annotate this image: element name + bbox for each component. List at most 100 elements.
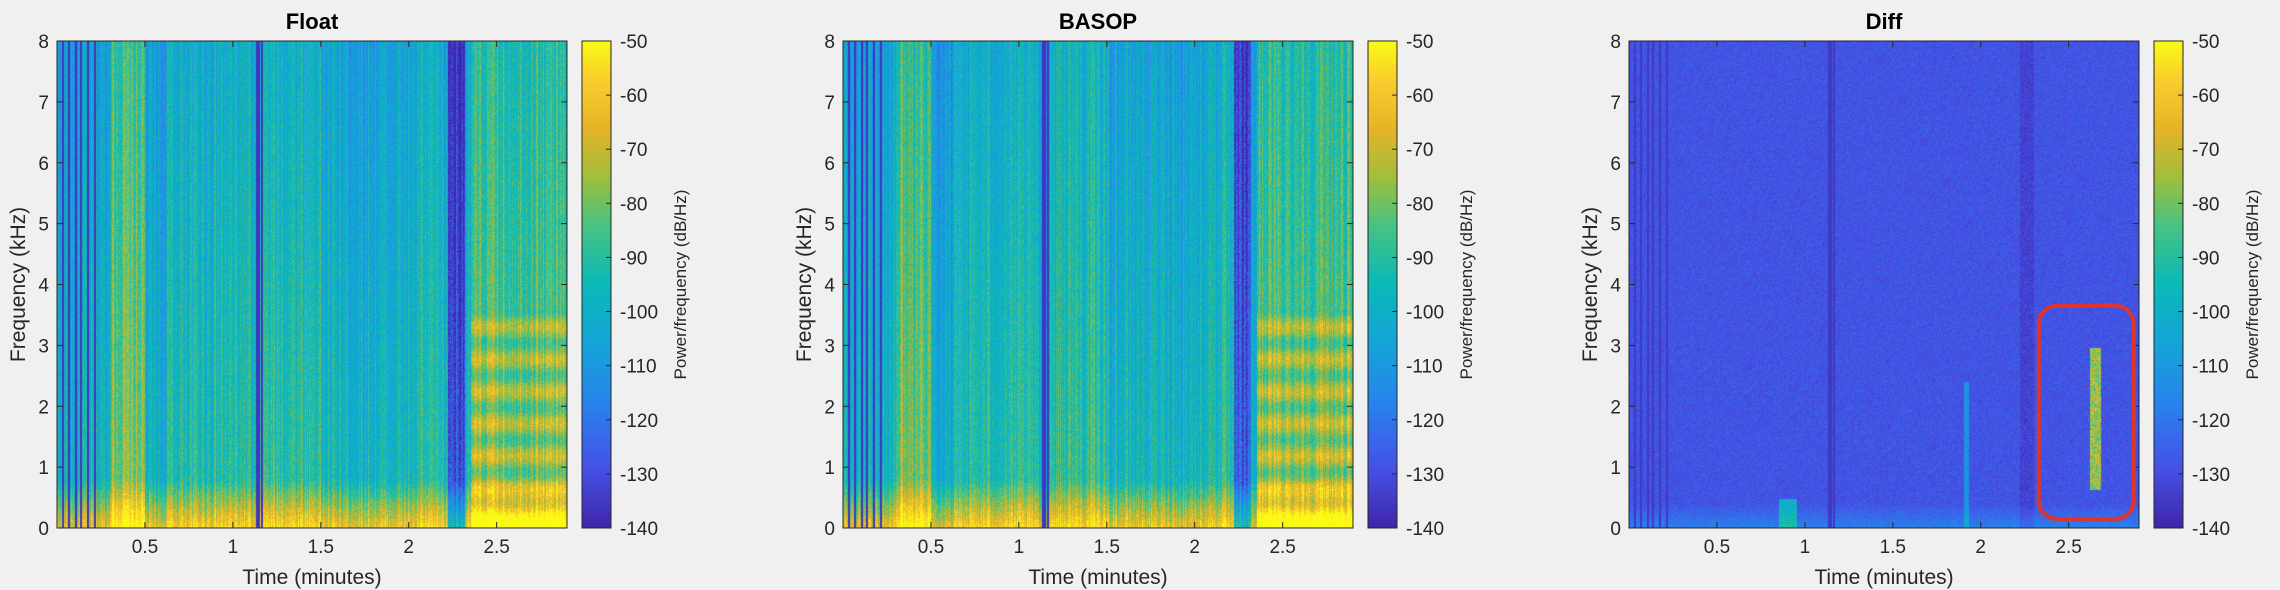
y-tick-label: 7: [1610, 93, 1621, 114]
colorbar: [582, 41, 611, 528]
colorbar-tick-label: -110: [1406, 357, 1443, 378]
colorbar-label: Power/frequency (dB/Hz): [671, 190, 690, 380]
colorbar-tick-label: -50: [2192, 32, 2219, 53]
y-tick-label: 5: [824, 215, 835, 236]
x-tick-label: 2.5: [483, 537, 509, 558]
y-axis-label: Frequency (kHz): [7, 207, 30, 362]
y-tick-label: 3: [824, 336, 835, 357]
axes-frame: [56, 40, 568, 529]
y-axis-label: Frequency (kHz): [793, 207, 816, 362]
spectrogram-panel-float: Float 0.5 1 1.5 2 2.5 0 1 2 3 4 5 6 7 8 Time (minutes) F…: [0, 0, 760, 590]
y-tick-label: 0: [1610, 519, 1621, 540]
chart-title: BASOP: [1059, 9, 1137, 34]
y-tick-label: 7: [824, 93, 835, 114]
colorbar-tick-label: -50: [620, 32, 647, 53]
y-tick-label: 4: [38, 276, 49, 297]
colorbar: [1368, 41, 1397, 528]
colorbar-tick-label: -70: [2192, 140, 2219, 161]
colorbar-tick-label: -60: [1406, 86, 1433, 107]
colorbar-tick-label: -110: [620, 357, 657, 378]
x-tick-label: 2.5: [1269, 537, 1295, 558]
axes-frame: [842, 40, 1354, 529]
x-axis-label: Time (minutes): [1814, 566, 1953, 589]
x-tick-label: 0.5: [132, 537, 158, 558]
spectrogram-image: [1629, 41, 2139, 528]
y-tick-label: 1: [1610, 458, 1621, 479]
y-axis-label: Frequency (kHz): [1579, 207, 1602, 362]
y-tick-label: 1: [38, 458, 49, 479]
x-tick-label: 1: [1800, 537, 1811, 558]
colorbar-tick-label: -140: [1406, 519, 1444, 540]
colorbar-frame: [581, 40, 612, 529]
y-tick-label: 1: [824, 458, 835, 479]
colorbar-tick-label: -70: [1406, 140, 1433, 161]
x-axis-label: Time (minutes): [242, 566, 381, 589]
y-tick-label: 6: [824, 154, 835, 175]
x-tick-label: 2: [1975, 537, 1986, 558]
colorbar-tick-label: -140: [2192, 519, 2230, 540]
x-axis-label: Time (minutes): [1028, 566, 1167, 589]
highlight-box: [2036, 303, 2136, 521]
colorbar-tick-label: -70: [620, 140, 647, 161]
y-tick-label: 8: [38, 32, 49, 53]
x-tick-label: 1: [1014, 537, 1025, 558]
y-tick-label: 7: [38, 93, 49, 114]
y-tick-label: 4: [824, 276, 835, 297]
chart-title: Diff: [1866, 9, 1903, 34]
colorbar-tick-label: -60: [620, 86, 647, 107]
y-tick-label: 8: [824, 32, 835, 53]
x-tick-label: 2.5: [2055, 537, 2081, 558]
colorbar-tick-label: -120: [2192, 411, 2230, 432]
axes-frame: [1628, 40, 2140, 529]
y-tick-label: 3: [1610, 336, 1621, 357]
y-tick-label: 8: [1610, 32, 1621, 53]
colorbar-tick-label: -90: [2192, 248, 2219, 269]
y-tick-label: 2: [824, 397, 835, 418]
colorbar-tick-label: -90: [1406, 248, 1433, 269]
x-tick-label: 0.5: [918, 537, 944, 558]
chart-title: Float: [286, 9, 339, 34]
x-tick-label: 1.5: [1880, 537, 1906, 558]
colorbar-tick-label: -90: [620, 248, 647, 269]
colorbar-tick-label: -110: [2192, 357, 2229, 378]
y-tick-label: 5: [38, 215, 49, 236]
colorbar-tick-label: -80: [1406, 194, 1433, 215]
y-tick-label: 6: [38, 154, 49, 175]
spectrogram-image: [57, 41, 567, 528]
x-tick-label: 1: [228, 537, 239, 558]
x-tick-label: 1.5: [308, 537, 334, 558]
spectrogram-image: [843, 41, 1353, 528]
colorbar-tick-label: -130: [1406, 465, 1444, 486]
y-tick-label: 4: [1610, 276, 1621, 297]
colorbar-tick-label: -60: [2192, 86, 2219, 107]
spectrogram-panel-diff: Diff 0.5 1 1.5 2 2.5 0 1 2 3 4 5 6 7 8 Time (minutes) Fr…: [1572, 0, 2280, 590]
axes-overlay: BASOP 0.5 1 1.5 2 2.5 0 1 2 3 4 5 6 7 8 Time (minutes) F…: [793, 9, 1476, 589]
y-tick-label: 6: [1610, 154, 1621, 175]
colorbar-tick-label: -80: [2192, 194, 2219, 215]
colorbar-label: Power/frequency (dB/Hz): [2243, 190, 2262, 380]
colorbar-frame: [2153, 40, 2184, 529]
y-tick-label: 2: [38, 397, 49, 418]
colorbar-tick-label: -120: [620, 411, 658, 432]
colorbar-tick-label: -130: [2192, 465, 2230, 486]
colorbar-tick-label: -50: [1406, 32, 1433, 53]
y-tick-label: 0: [38, 519, 49, 540]
colorbar-tick-label: -130: [620, 465, 658, 486]
y-tick-label: 2: [1610, 397, 1621, 418]
spectrogram-panel-basop: BASOP 0.5 1 1.5 2 2.5 0 1 2 3 4 5 6 7 8 Time (minutes) F…: [786, 0, 1546, 590]
y-tick-label: 5: [1610, 215, 1621, 236]
colorbar-tick-label: -140: [620, 519, 658, 540]
colorbar-tick-label: -100: [1406, 303, 1444, 324]
colorbar-tick-label: -120: [1406, 411, 1444, 432]
x-tick-label: 2: [403, 537, 414, 558]
x-tick-label: 1.5: [1094, 537, 1120, 558]
y-tick-label: 0: [824, 519, 835, 540]
x-tick-label: 2: [1189, 537, 1200, 558]
y-tick-label: 3: [38, 336, 49, 357]
axes-overlay: Float 0.5 1 1.5 2 2.5 0 1 2 3 4 5 6 7 8 Time (minutes) F…: [7, 9, 690, 589]
colorbar-label: Power/frequency (dB/Hz): [1457, 190, 1476, 380]
colorbar: [2154, 41, 2183, 528]
colorbar-tick-label: -100: [2192, 303, 2230, 324]
x-tick-label: 0.5: [1704, 537, 1730, 558]
colorbar-frame: [1367, 40, 1398, 529]
